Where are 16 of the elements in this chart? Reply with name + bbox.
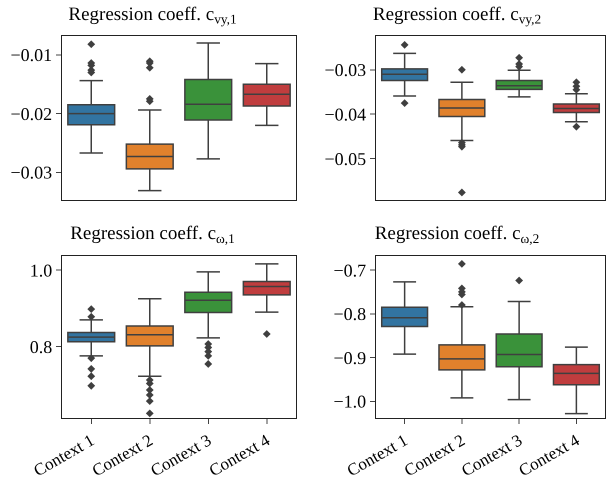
y-tick-label: −0.7 [334, 260, 366, 280]
chart-title: Regression coeff. c$_{vy,1}$ [68, 4, 237, 27]
chart-title: Regression coeff. c$_{vy,2}$ [372, 4, 542, 27]
y-tick-label: −1.0 [334, 392, 366, 412]
y-tick-label: −0.02 [10, 104, 52, 124]
y-tick-label: 1.0 [30, 260, 52, 280]
chart-title: Regression coeff. c$_{ω,2}$ [374, 223, 540, 246]
y-tick-label: −0.03 [324, 60, 366, 80]
chart-title: Regression coeff. c$_{ω,1}$ [70, 223, 235, 246]
y-tick-label: −0.03 [10, 162, 52, 183]
y-tick-label: 0.8 [30, 336, 52, 357]
y-tick-label: −0.04 [324, 104, 366, 125]
y-tick-label: −0.01 [10, 45, 52, 66]
y-tick-label: −0.9 [334, 348, 366, 368]
y-tick-label: −0.05 [324, 148, 366, 169]
y-tick-label: −0.8 [334, 304, 366, 324]
